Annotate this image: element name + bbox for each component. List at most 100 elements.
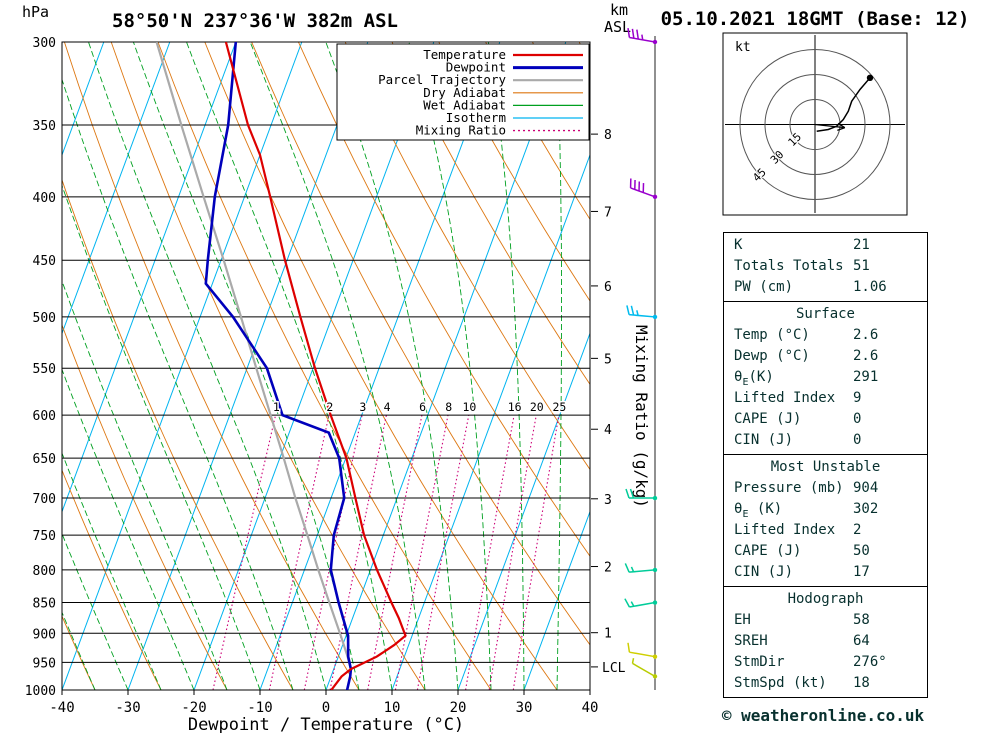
- km-tick-label: 8: [604, 128, 612, 143]
- mixing-ratio-value-label: 3: [359, 400, 366, 414]
- copyright: © weatheronline.co.uk: [721, 706, 925, 725]
- hodograph-ring: [739, 48, 891, 201]
- asl-unit-label: ASL: [604, 18, 631, 36]
- row-label: EH: [734, 612, 751, 628]
- km-unit-label: km: [610, 1, 628, 19]
- row-value: 64: [853, 633, 870, 649]
- table-row: StmSpd (kt) 18: [724, 673, 927, 694]
- wind-barb: [624, 598, 658, 608]
- mixing-ratio-value-label: 8: [445, 400, 452, 414]
- row-label: Totals Totals: [734, 258, 844, 274]
- row-value: 0: [853, 432, 862, 448]
- pressure-tick-label: 550: [33, 362, 56, 377]
- row-label: θE (K): [734, 501, 783, 520]
- wind-barb: [627, 27, 658, 45]
- legend-label: Dry Adiabat: [423, 85, 506, 100]
- mixing-ratio-value-label: 1: [273, 400, 280, 414]
- table-row: CIN (J) 0: [724, 430, 927, 451]
- wind-barb: [627, 642, 658, 659]
- mixing-ratio-value-label: 10: [463, 400, 477, 414]
- stats-table: Surface Temp (°C) 2.6 Dewp (°C) 2.6 θE(K) 291 L…: [723, 301, 928, 455]
- table-row: Pressure (mb) 904: [724, 478, 927, 499]
- row-label: StmSpd (kt): [734, 675, 827, 691]
- table-title: Most Unstable: [770, 459, 881, 475]
- table-row: Lifted Index 2: [724, 520, 927, 541]
- row-value: 51: [853, 258, 870, 274]
- stats-tables: K 21 Totals Totals 51 PW (cm) 1.06 Surface Temp…: [723, 232, 928, 698]
- km-axis: 8 7 6 5 4 3 2 1 LCL: [591, 128, 626, 676]
- row-label: Dewp (°C): [734, 348, 810, 364]
- row-value: 302: [853, 501, 879, 517]
- row-value: 2: [853, 522, 862, 538]
- row-label: CAPE (J): [734, 411, 802, 427]
- row-value: 904: [853, 480, 879, 496]
- dewpoint-curve: [204, 42, 353, 690]
- table-row: Dewp (°C) 2.6: [724, 346, 927, 367]
- hodograph-unit-label: kt: [735, 40, 751, 55]
- temp-axis: -40 -30 -20 -10 0 10 20 30 40 Dewpoint / Temperat…: [49, 690, 598, 733]
- pressure-tick-label: 650: [33, 452, 56, 467]
- hodograph-trace-end-dot: [866, 74, 874, 81]
- pressure-unit-label: hPa: [22, 3, 49, 21]
- parcel-trajectory-curve: [155, 42, 352, 670]
- pressure-tick-label: 400: [33, 191, 56, 206]
- row-value: 0: [853, 411, 862, 427]
- km-tick-label: 2: [604, 561, 612, 576]
- km-tick-label: 5: [604, 352, 612, 367]
- hodograph-trace: [816, 77, 871, 132]
- row-label: PW (cm): [734, 279, 794, 295]
- legend-label: Wet Adiabat: [423, 97, 506, 112]
- pressure-tick-label: 350: [33, 119, 56, 134]
- row-label: CIN (J): [734, 564, 794, 580]
- legend-label: Isotherm: [446, 110, 506, 125]
- temp-tick-label: -40: [49, 700, 74, 716]
- temp-tick-label: 30: [516, 700, 533, 716]
- table-row: EH 58: [724, 610, 927, 631]
- mixing-ratio-value-label: 6: [419, 400, 426, 414]
- row-label: Temp (°C): [734, 327, 810, 343]
- pressure-tick-label: 500: [33, 311, 56, 326]
- row-label: CIN (J): [734, 432, 794, 448]
- mixing-ratio-value-label: 25: [552, 400, 566, 414]
- temp-tick-label: 40: [582, 700, 599, 716]
- mixing-ratio-value-label: 4: [384, 400, 391, 414]
- stats-table: Most Unstable Pressure (mb) 904 θE (K) 302 Li…: [723, 454, 928, 587]
- legend-label: Mixing Ratio: [416, 123, 506, 138]
- legend-label: Dewpoint: [446, 60, 506, 75]
- mixing-ratio-lines: [212, 414, 560, 690]
- km-tick-label: 1: [604, 627, 612, 642]
- mixing-ratio-labels: 1 2 3 4 6 8 10 16 20 25: [271, 399, 567, 416]
- row-value: 9: [853, 390, 862, 406]
- hodograph-ring: [764, 73, 866, 176]
- table-row: K 21: [724, 235, 927, 256]
- temp-tick-label: -30: [115, 700, 140, 716]
- table-row: SREH 64: [724, 631, 927, 652]
- table-row: CAPE (J) 0: [724, 409, 927, 430]
- wind-barb: [626, 305, 658, 320]
- table-title: Hodograph: [787, 591, 864, 607]
- km-tick-label: 3: [604, 493, 612, 508]
- pressure-tick-label: 750: [33, 529, 56, 544]
- table-row: CAPE (J) 50: [724, 541, 927, 562]
- temp-tick-label: 10: [384, 700, 401, 716]
- row-label: K: [734, 237, 743, 253]
- row-value: 2.6: [853, 327, 879, 343]
- temp-tick-label: 0: [322, 700, 330, 716]
- lcl-label: LCL: [602, 661, 626, 676]
- x-axis-label: Dewpoint / Temperature (°C): [188, 715, 464, 733]
- temp-tick-label: -10: [247, 700, 272, 716]
- chart-datetime: 05.10.2021 18GMT (Base: 12): [660, 8, 970, 30]
- stats-table: K 21 Totals Totals 51 PW (cm) 1.06: [723, 232, 928, 302]
- row-value: 50: [853, 543, 870, 559]
- km-tick-label: 7: [604, 205, 612, 220]
- pressure-tick-label: 1000: [25, 684, 56, 699]
- table-title: Surface: [795, 306, 855, 322]
- row-label: SREH: [734, 633, 768, 649]
- wind-barb: [624, 563, 658, 573]
- row-value: 17: [853, 564, 870, 580]
- row-value: 58: [853, 612, 870, 628]
- pressure-tick-label: 450: [33, 254, 56, 269]
